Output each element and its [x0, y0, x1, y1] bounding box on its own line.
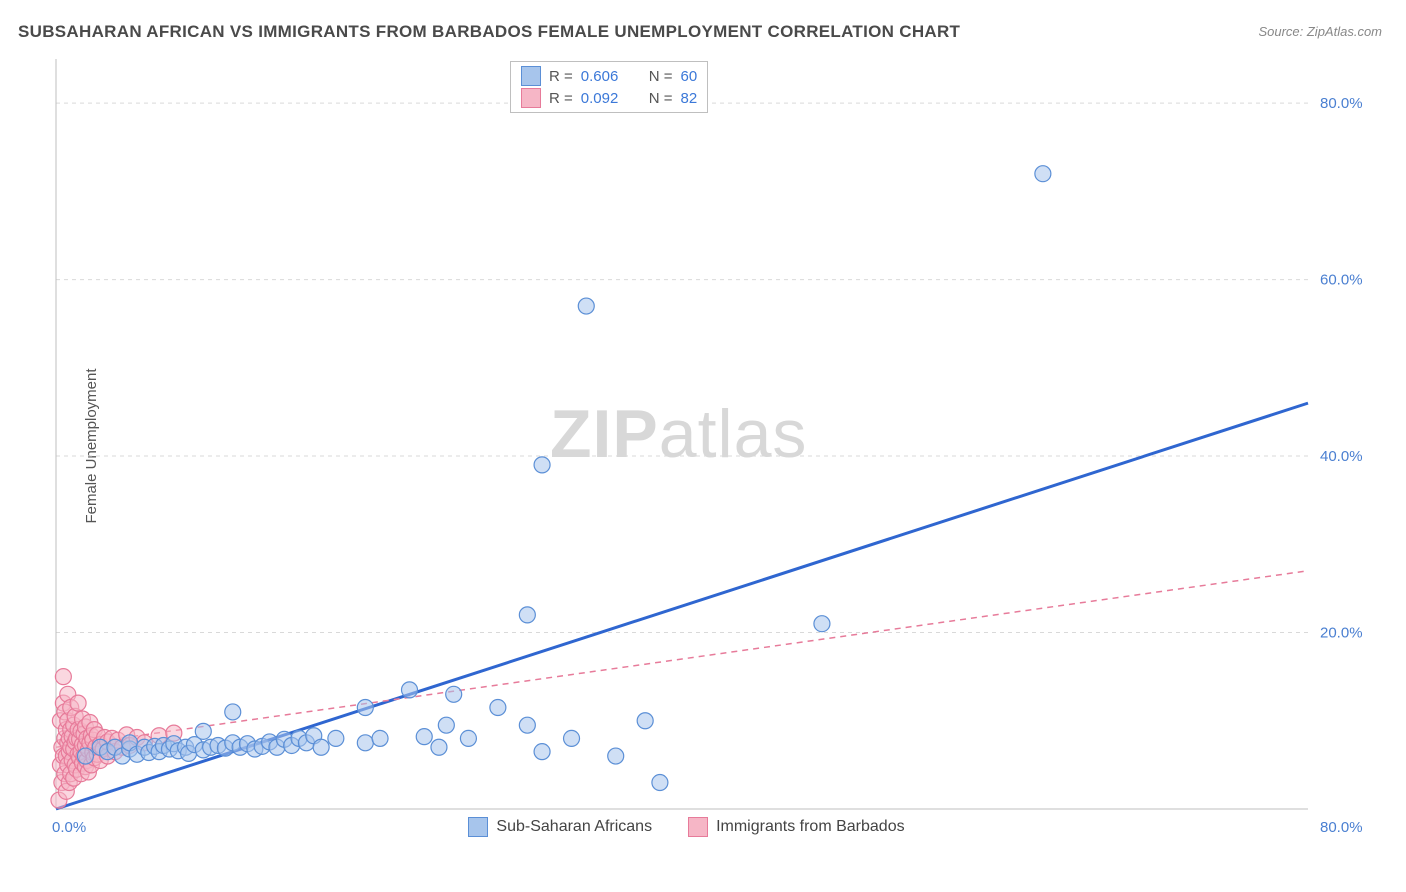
plot-area: 20.0%40.0%60.0%80.0% ZIPatlas R =0.606N … — [50, 55, 1380, 845]
svg-text:60.0%: 60.0% — [1320, 272, 1363, 289]
series-legend-item: Sub-Saharan Africans — [468, 817, 652, 837]
source-label: Source: ZipAtlas.com — [1258, 24, 1382, 39]
svg-text:80.0%: 80.0% — [1320, 95, 1363, 112]
legend-row: R = 0.092 N = 82 — [521, 88, 697, 108]
n-value: 60 — [681, 68, 698, 85]
n-value: 82 — [681, 90, 698, 107]
x-axis-tick-80: 80.0% — [1320, 819, 1363, 836]
svg-text:40.0%: 40.0% — [1320, 448, 1363, 465]
legend-swatch — [688, 817, 708, 837]
legend-swatch — [468, 817, 488, 837]
series-legend: Sub-Saharan Africans Immigrants from Barb… — [468, 817, 904, 837]
r-value: 0.092 — [581, 90, 631, 107]
r-label: R = — [549, 68, 573, 85]
series-legend-item: Immigrants from Barbados — [688, 817, 905, 837]
r-value: 0.606 — [581, 68, 631, 85]
correlation-legend: R = 0.606 N = 60 R = 0.092 N = 82 — [510, 61, 708, 113]
x-axis-tick-0: 0.0% — [52, 819, 86, 836]
series-legend-label: Immigrants from Barbados — [716, 818, 905, 836]
scatter-chart-svg: 20.0% 40.0% 60.0% 80.0% — [50, 55, 1380, 845]
legend-row: R = 0.606 N = 60 — [521, 66, 697, 86]
legend-swatch — [521, 88, 541, 108]
r-label: R = — [549, 90, 573, 107]
chart-title: SUBSAHARAN AFRICAN VS IMMIGRANTS FROM BA… — [18, 22, 960, 42]
svg-text:20.0%: 20.0% — [1320, 625, 1363, 642]
chart-container: SUBSAHARAN AFRICAN VS IMMIGRANTS FROM BA… — [0, 0, 1406, 892]
n-label: N = — [649, 90, 673, 107]
n-label: N = — [649, 68, 673, 85]
legend-swatch — [521, 66, 541, 86]
series-legend-label: Sub-Saharan Africans — [496, 818, 652, 836]
